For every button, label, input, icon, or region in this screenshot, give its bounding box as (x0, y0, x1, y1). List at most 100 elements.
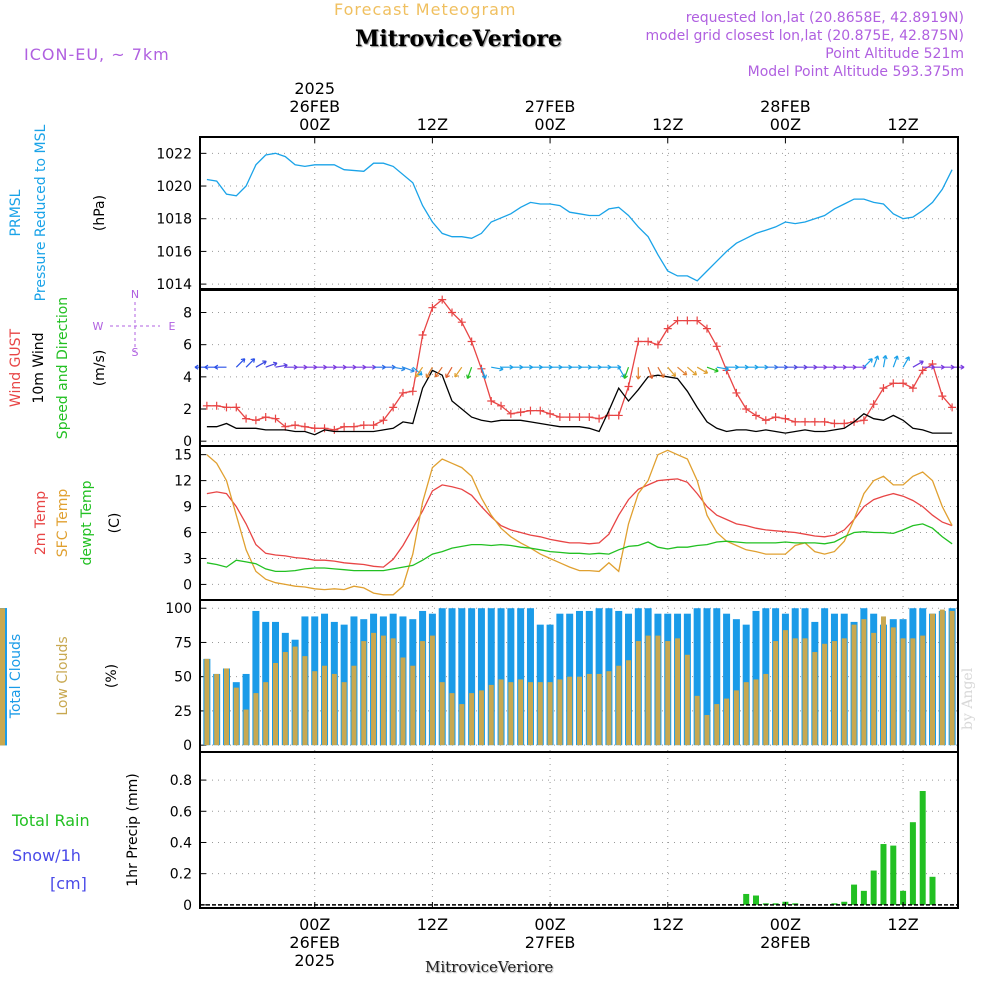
gust-point-marker (526, 406, 535, 415)
bar-mark (949, 610, 955, 746)
bar-mark (302, 656, 308, 746)
bar-mark (870, 870, 877, 905)
axis-title: Total Clouds (8, 634, 24, 719)
bar-mark (586, 673, 592, 746)
bar-mark (557, 679, 563, 746)
bar-mark (616, 665, 622, 746)
axis-title: Low Clouds (55, 636, 71, 715)
wind-direction-arrow (466, 366, 473, 379)
gust-point-marker (732, 388, 741, 397)
bottom-time-label: 27FEB (525, 933, 576, 952)
gust-point-marker (830, 419, 839, 428)
bar-mark (341, 682, 347, 746)
gust-point-marker (771, 413, 780, 422)
bar-mark (596, 673, 602, 746)
gust-point-marker (340, 422, 349, 431)
bar-mark (497, 608, 505, 746)
bar-mark (802, 638, 808, 746)
bar-mark (743, 893, 750, 905)
wind-direction-arrow (882, 354, 888, 368)
y-tick-label: 8 (183, 306, 192, 322)
y-tick-label: 0 (183, 898, 192, 914)
bar-mark (488, 684, 494, 746)
top-time-label: 12Z (652, 115, 683, 134)
y-tick-label: 4 (183, 370, 192, 386)
bar-mark (851, 884, 858, 905)
bar-mark (527, 682, 533, 746)
gust-point-marker (448, 308, 457, 317)
bar-mark (468, 608, 476, 746)
bar-mark (929, 876, 936, 905)
bar-mark (252, 610, 260, 746)
wind-direction-arrow (687, 366, 698, 376)
point-altitude: Point Altitude 521m (825, 46, 964, 62)
bottom-time-label: 2025 (294, 951, 335, 970)
axis-title: Pressure Reduced to MSL (33, 124, 49, 301)
gust-point-marker (791, 417, 800, 426)
top-time-label: 12Z (417, 115, 448, 134)
wind-direction-arrow (454, 366, 463, 378)
wind-direction-arrow (667, 366, 677, 377)
bar-mark (478, 690, 484, 746)
bar-mark (469, 693, 475, 746)
compass-south-label: S (132, 346, 139, 359)
series-line (206, 298, 953, 431)
bar-mark (390, 638, 396, 746)
wind-direction-arrow (245, 358, 256, 368)
bar-mark (567, 676, 573, 746)
bar-mark (841, 901, 848, 905)
bar-mark (762, 903, 769, 905)
bar-mark (713, 608, 721, 746)
y-tick-label: 2 (183, 402, 192, 418)
wind-direction-arrow (912, 360, 924, 368)
top-time-label: 26FEB (289, 97, 340, 116)
bar-mark (890, 845, 897, 905)
wind-direction-arrow (706, 366, 719, 373)
bottom-time-label: 12Z (887, 915, 918, 934)
y-tick-label: 0 (183, 577, 192, 593)
gust-point-marker (369, 421, 378, 430)
top-time-label: 12Z (887, 115, 918, 134)
bar-mark (753, 679, 759, 746)
gust-point-marker (761, 416, 770, 425)
wind-direction-arrow (445, 366, 453, 379)
gust-point-marker (820, 417, 829, 426)
gust-point-marker (938, 392, 947, 401)
bar-mark (860, 890, 867, 905)
gust-point-marker (408, 387, 417, 396)
axis-title: (C) (107, 513, 123, 534)
compass-east-label: E (169, 320, 176, 333)
bar-mark (910, 638, 916, 746)
gust-point-marker (212, 401, 221, 410)
gust-point-marker (222, 403, 231, 412)
gust-point-marker (624, 382, 633, 391)
series-line (206, 449, 953, 596)
wind-direction-arrow (415, 366, 424, 378)
series-line (206, 152, 953, 282)
wind-direction-arrow (892, 355, 899, 368)
axis-title: PRMSL (8, 189, 24, 236)
bar-mark (812, 652, 818, 746)
bar-mark (626, 660, 632, 746)
axis-title: 10m Wind (31, 332, 47, 403)
bar-mark (233, 687, 239, 746)
gust-point-marker (516, 408, 525, 417)
footer-location: MitroviceVeriore (425, 958, 554, 976)
wind-direction-arrow (873, 355, 880, 368)
gust-point-marker (575, 413, 584, 422)
wind-direction-arrow (647, 366, 654, 379)
bar-mark (939, 609, 945, 746)
gust-point-marker (379, 416, 388, 425)
bottom-time-label: 26FEB (289, 933, 340, 952)
gust-point-marker (330, 425, 339, 434)
bar-mark (880, 616, 886, 746)
top-time-label: 2025 (294, 79, 335, 98)
compass-north-label: N (131, 288, 139, 301)
gust-point-marker (653, 340, 662, 349)
compass-cross-icon (110, 302, 160, 352)
gust-point-marker (879, 384, 888, 393)
bar-mark (851, 624, 857, 746)
bar-mark (253, 693, 259, 746)
bar-mark (930, 613, 936, 746)
gust-point-marker (359, 421, 368, 430)
